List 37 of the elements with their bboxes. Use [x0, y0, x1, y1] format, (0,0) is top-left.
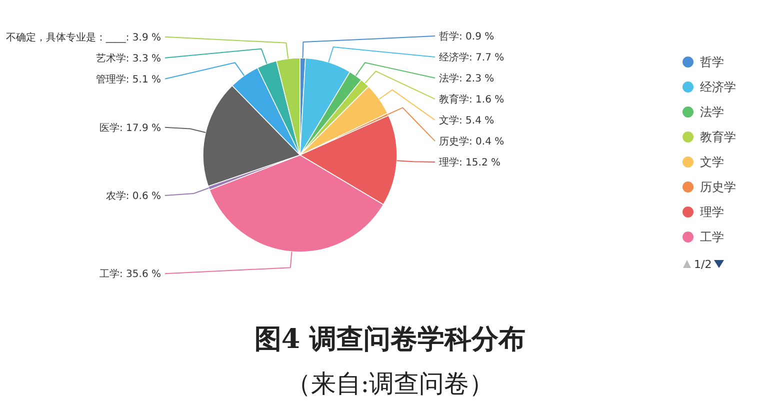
data-label: : 3.9 % [126, 32, 161, 44]
data-label: : 0.9 % [459, 32, 494, 43]
legend-label: 工学 [700, 230, 724, 244]
slice-label: 文学 [439, 114, 459, 127]
data-label: : 35.6 % [120, 269, 161, 280]
legend-label: 历史学 [700, 180, 736, 194]
legend-label: 经济学 [700, 80, 736, 94]
legend-label: 法学 [700, 105, 724, 120]
slice-label: 管理学 [96, 73, 126, 86]
data-label: : 0.6 % [126, 191, 161, 202]
slice-label: 医学 [100, 122, 120, 134]
slice-label: 不确定，具体专业是：____ [6, 31, 127, 44]
slice-label: 教育学 [439, 94, 469, 106]
slice-label: 艺术学 [96, 52, 126, 64]
data-label: : 5.4 % [459, 116, 494, 127]
slice-label: 历史学 [439, 136, 469, 148]
text: 图4 调查问卷学科分布 [254, 324, 526, 355]
text: （来自:调查问卷） [286, 369, 494, 398]
legend-label: 理学 [700, 205, 724, 220]
slice-label: 理学 [439, 156, 459, 169]
data-label: : 17.9 % [120, 122, 161, 134]
data-label: : 0.4 % [469, 136, 504, 148]
legend-label: 教育学 [700, 130, 736, 144]
legend-label: 文学 [700, 155, 724, 170]
data-label: : 15.2 % [459, 158, 500, 169]
slice-label: 法学 [439, 72, 459, 85]
slice-label: 经济学 [439, 52, 469, 64]
slice-label: 哲学 [439, 30, 459, 43]
legend-label: 哲学 [700, 55, 724, 70]
slice-label: 工学 [100, 268, 120, 280]
text: 1/2 [694, 258, 712, 271]
data-label: : 7.7 % [469, 52, 504, 64]
data-label: : 3.3 % [126, 53, 161, 64]
slice-label: 农学 [106, 190, 126, 202]
data-label: : 2.3 % [459, 74, 494, 85]
data-label: : 5.1 % [126, 74, 161, 86]
data-label: : 1.6 % [469, 94, 504, 106]
